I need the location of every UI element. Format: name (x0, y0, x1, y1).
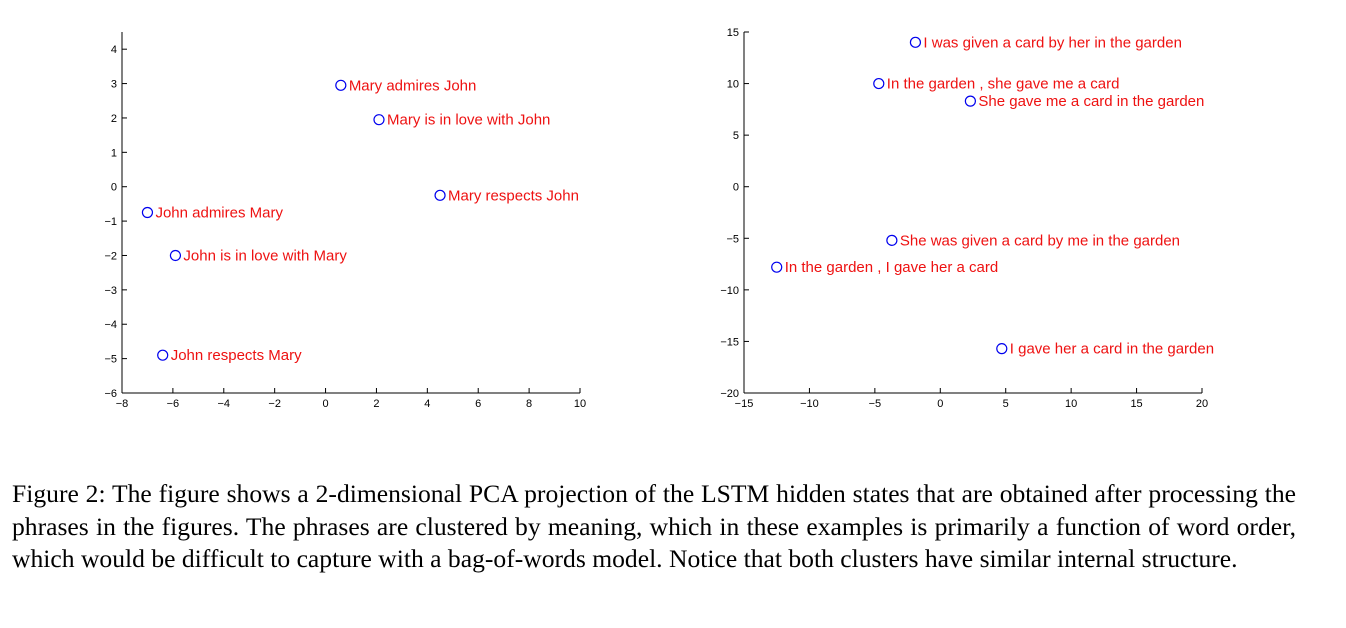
x-tick-label: −5 (869, 398, 882, 410)
y-tick-label: 10 (727, 79, 739, 91)
y-tick-label: 15 (727, 27, 739, 39)
data-point-label: John respects Mary (171, 347, 302, 364)
x-tick-label: −8 (116, 398, 129, 410)
y-tick-label: −4 (104, 319, 117, 331)
x-tick-label: 2 (373, 398, 379, 410)
data-point-label: Mary respects John (448, 187, 579, 204)
x-tick-label: 5 (1003, 398, 1009, 410)
x-tick-label: 15 (1130, 398, 1142, 410)
data-point-marker (996, 343, 1008, 355)
x-tick-label: 0 (937, 398, 943, 410)
y-tick-label: 2 (111, 113, 117, 125)
data-point-label: I gave her a card in the garden (1010, 341, 1214, 358)
y-tick-label: −10 (720, 285, 739, 297)
data-point-label: In the garden , I gave her a card (785, 259, 998, 276)
data-point-label: Mary is in love with John (387, 112, 550, 129)
x-tick-label: 0 (322, 398, 328, 410)
data-point-label: She gave me a card in the garden (978, 93, 1204, 110)
y-tick-label: −2 (104, 250, 117, 262)
y-tick-label: −3 (104, 285, 117, 297)
x-tick-label: 10 (574, 398, 586, 410)
data-point-marker (873, 77, 885, 90)
data-point-label: In the garden , she gave me a card (887, 76, 1120, 93)
data-point-marker (771, 261, 783, 273)
data-point-marker (964, 95, 976, 107)
x-tick-label: 10 (1065, 398, 1077, 410)
data-point-marker (335, 79, 347, 91)
x-tick-label: 6 (475, 398, 481, 410)
data-point-marker (141, 206, 154, 219)
data-point-label: John admires Mary (155, 205, 283, 222)
data-point-marker (886, 234, 898, 246)
x-tick-label: −10 (800, 398, 819, 410)
y-tick-label: 0 (111, 182, 117, 194)
data-point-marker (373, 114, 385, 126)
data-point-label: Mary admires John (349, 77, 477, 94)
x-tick-label: −6 (167, 398, 180, 410)
y-tick-label: 3 (111, 79, 117, 91)
y-tick-label: −5 (726, 233, 739, 245)
x-tick-label: −15 (735, 398, 754, 410)
y-tick-label: 5 (733, 130, 739, 142)
x-tick-label: 20 (1196, 398, 1208, 410)
data-point-label: She was given a card by me in the garden (900, 232, 1180, 249)
y-tick-label: −20 (720, 388, 739, 400)
data-point-marker (434, 189, 446, 201)
y-tick-label: −1 (104, 216, 117, 228)
x-tick-label: 8 (526, 398, 532, 410)
data-point-marker (169, 249, 182, 262)
y-tick-label: 4 (111, 44, 117, 56)
figure-caption: Figure 2: The figure shows a 2-dimension… (12, 479, 1296, 573)
x-tick-label: 4 (424, 398, 430, 410)
y-tick-label: −5 (104, 354, 117, 366)
data-point-marker (909, 36, 922, 48)
data-point-marker (157, 349, 169, 361)
data-point-label: John is in love with Mary (183, 247, 347, 264)
y-tick-label: −6 (104, 388, 117, 400)
x-tick-label: −2 (268, 398, 281, 410)
x-tick-label: −4 (218, 398, 231, 410)
data-point-label: I was given a card by her in the garden (923, 34, 1182, 51)
y-tick-label: 0 (733, 182, 739, 194)
y-tick-label: −15 (720, 336, 739, 348)
y-tick-label: 1 (111, 147, 117, 159)
